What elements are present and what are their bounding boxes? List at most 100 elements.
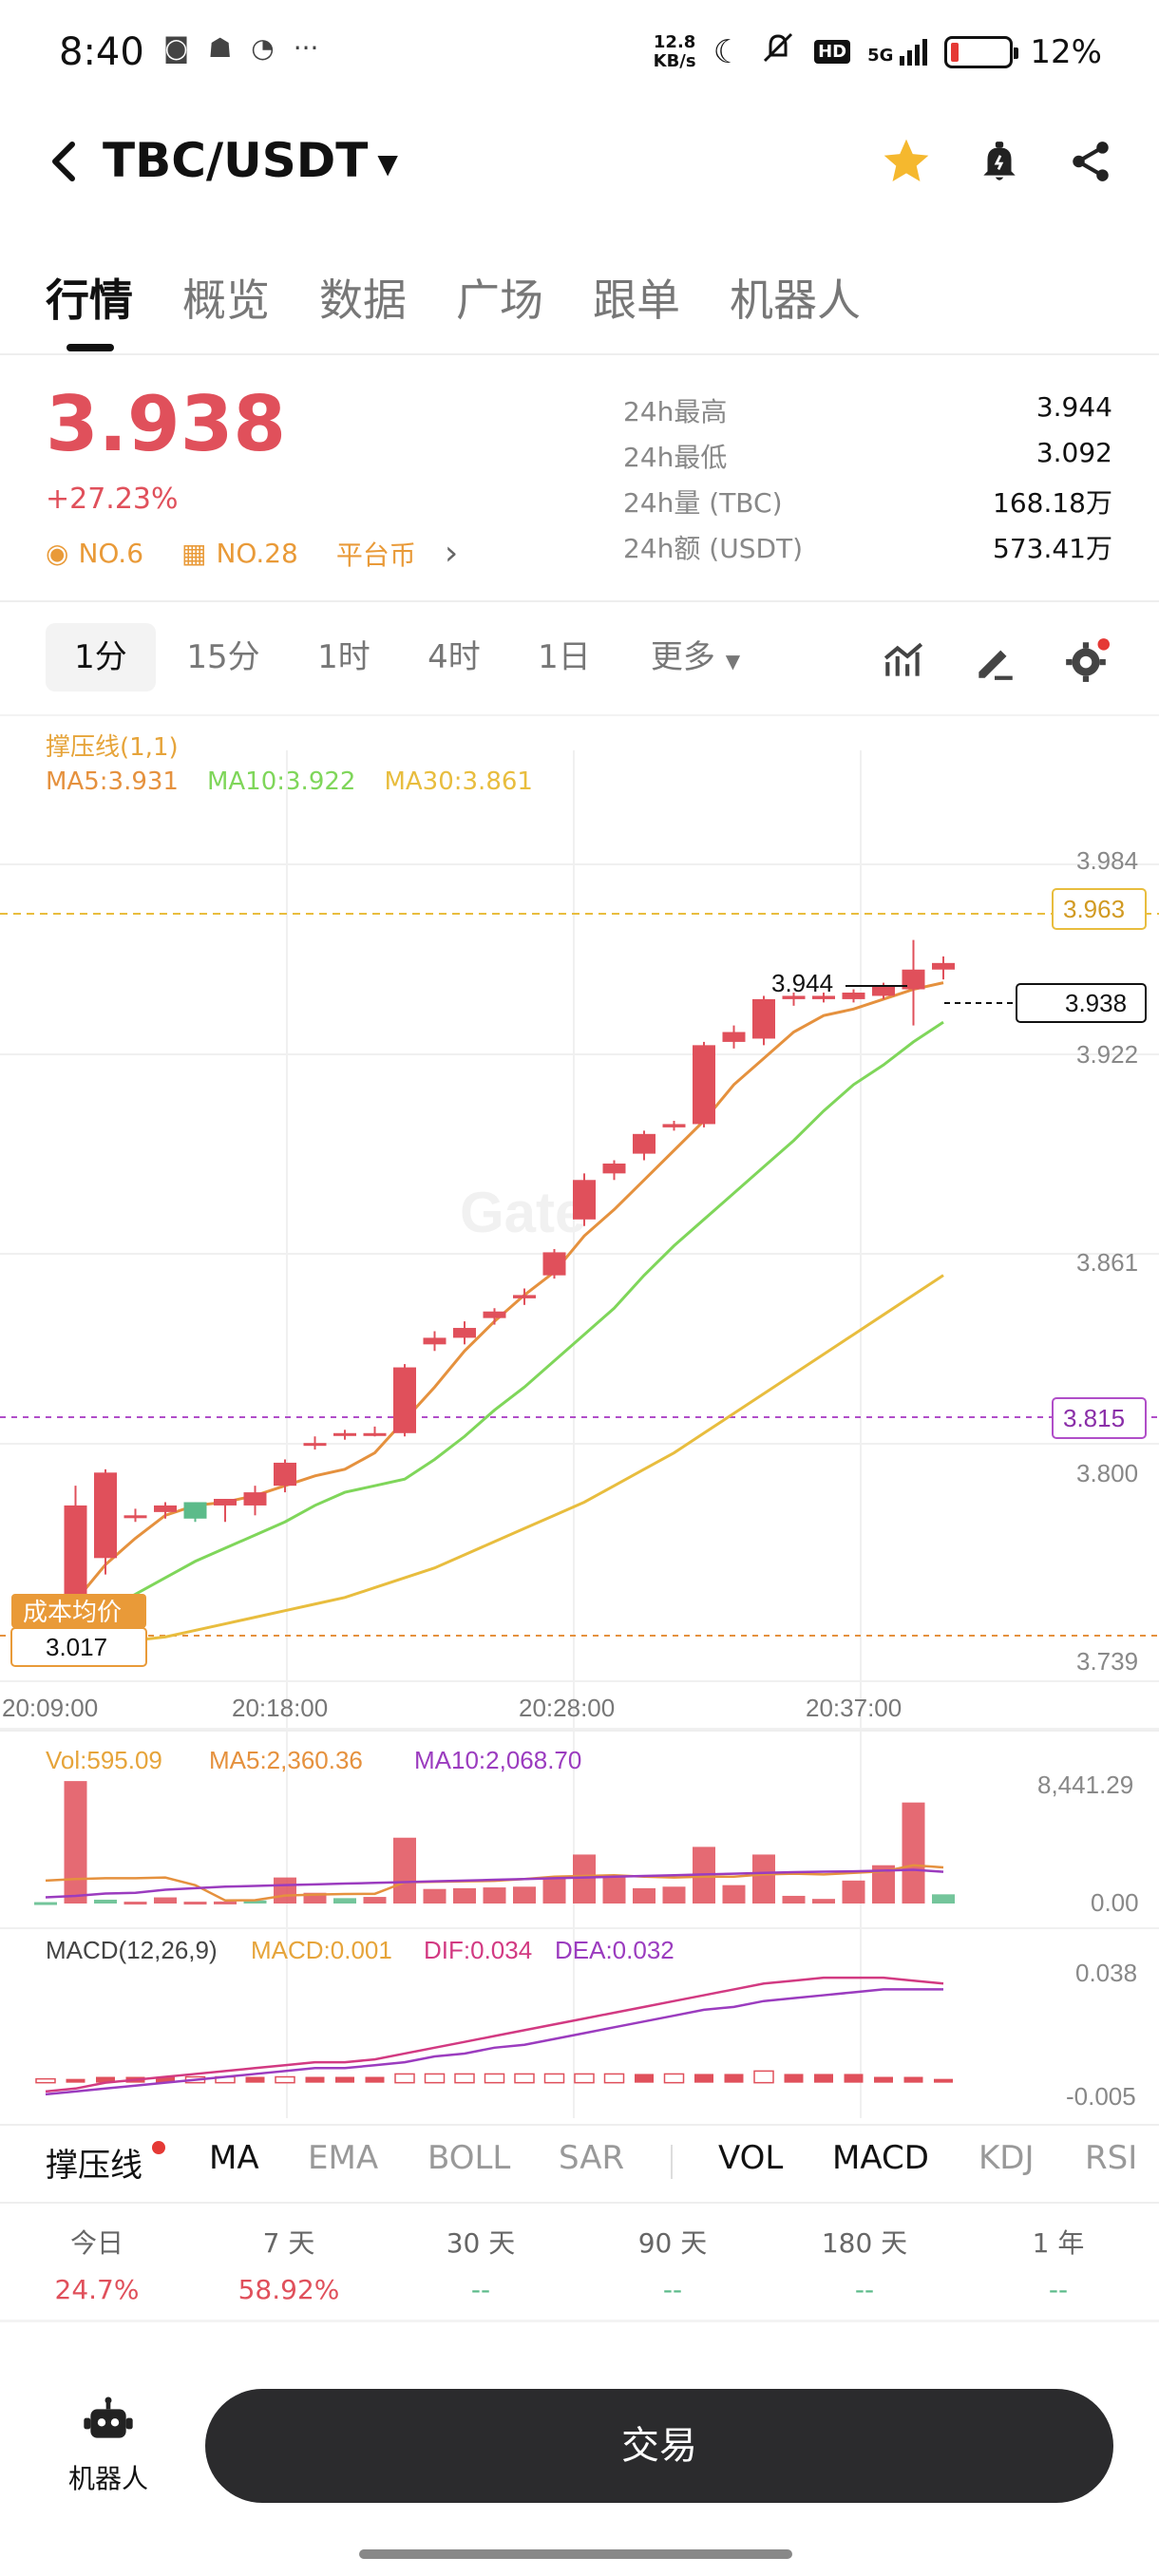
sr-legend[interactable]: 撑压线(1,1) xyxy=(46,733,179,762)
macd-bar xyxy=(874,2076,893,2083)
candle xyxy=(662,1124,686,1127)
volume-bar xyxy=(932,1894,955,1904)
candle xyxy=(214,1499,237,1506)
vol-ma10-line xyxy=(45,1868,944,1899)
tab-market[interactable]: 行情 xyxy=(46,275,133,326)
volume-bar xyxy=(94,1899,117,1904)
volume-bar xyxy=(722,1885,746,1904)
indicator-sar[interactable]: SAR xyxy=(559,2139,625,2177)
x-tick: 20:18:00 xyxy=(232,1694,328,1722)
volume-bar xyxy=(154,1897,177,1904)
vol-ma5-legend: MA5:2,360.36 xyxy=(209,1746,363,1774)
volume-bar xyxy=(782,1895,806,1904)
watermark: Gate xyxy=(460,1181,586,1244)
indicator-ema[interactable]: EMA xyxy=(308,2139,379,2177)
macd-bar xyxy=(903,2076,923,2083)
volume-bar xyxy=(214,1901,237,1904)
timeframe-1d[interactable]: 1日 xyxy=(538,638,591,676)
vol-y-max: 8,441.29 xyxy=(1037,1771,1133,1799)
volume-bars xyxy=(34,1781,955,1905)
indicator-vol[interactable]: VOL xyxy=(718,2139,784,2177)
candle xyxy=(94,1472,117,1559)
indicator-kdj[interactable]: KDJ xyxy=(978,2139,1035,2177)
net-speed-unit: KB/s xyxy=(653,50,696,71)
tab-robot[interactable]: 机器人 xyxy=(730,275,861,326)
star-icon[interactable] xyxy=(876,131,937,192)
indicator-ma[interactable]: MA xyxy=(209,2139,259,2177)
macd-bar xyxy=(603,2073,625,2084)
dif-line xyxy=(45,1976,944,2093)
perf-90d: 90 天 -- xyxy=(578,2223,768,2305)
perf-value: -- xyxy=(854,2274,875,2305)
volume-bar xyxy=(243,1900,267,1904)
candle xyxy=(782,995,806,999)
perf-label: 90 天 xyxy=(637,2227,708,2259)
alert-bell-icon[interactable] xyxy=(969,131,1030,192)
tab-square[interactable]: 广场 xyxy=(456,275,543,326)
cost-average-tag[interactable]: 成本均价 3.017 xyxy=(10,1594,147,1667)
macd-bar xyxy=(814,2074,833,2083)
macd-bar xyxy=(514,2073,535,2084)
support-tag[interactable]: 3.815 xyxy=(1052,1397,1147,1439)
pair-selector[interactable]: TBC/USDT ▼ xyxy=(103,133,398,188)
tab-copy-trading[interactable]: 跟单 xyxy=(593,275,680,326)
battery-level: 12% xyxy=(1030,32,1102,71)
candle xyxy=(483,1311,506,1318)
timeframe-4h[interactable]: 4时 xyxy=(428,638,481,676)
sector-rank-value: NO.28 xyxy=(216,538,298,569)
rank-coin-icon: ◉ xyxy=(46,538,69,569)
divider xyxy=(0,714,1159,716)
resistance-tag[interactable]: 3.963 xyxy=(1052,888,1147,930)
volume-bar xyxy=(902,1802,925,1904)
macd-y-min: -0.005 xyxy=(1066,2082,1136,2111)
timeframe-more[interactable]: 更多 ▼ xyxy=(638,623,752,691)
perf-value: 58.92% xyxy=(238,2274,340,2305)
settings-gear-icon[interactable] xyxy=(1062,636,1110,684)
macd-value: MACD:0.001 xyxy=(251,1936,392,1964)
perf-180d: 180 天 -- xyxy=(770,2223,960,2305)
indicator-macd[interactable]: MACD xyxy=(832,2139,929,2177)
category-link[interactable]: 平台币 xyxy=(336,535,416,573)
indicator-sr[interactable]: 撑压线 xyxy=(46,2147,142,2185)
candle xyxy=(722,1032,746,1042)
volume-bar xyxy=(812,1899,835,1904)
dea-value: DEA:0.032 xyxy=(555,1936,674,1964)
tab-overview[interactable]: 概览 xyxy=(182,275,270,326)
macd-bar xyxy=(156,2076,175,2083)
macd-legend: MACD(12,26,9) MACD:0.001 DIF:0.034 DEA:0… xyxy=(46,1936,674,1964)
timeframe-1m[interactable]: 1分 xyxy=(46,623,156,691)
chevron-right-icon[interactable]: › xyxy=(444,534,459,573)
volume-bar xyxy=(393,1837,416,1904)
bottom-bar: 机器人 交易 xyxy=(0,2346,1159,2576)
indicator-icon[interactable] xyxy=(880,636,927,684)
timeframe-15m[interactable]: 15分 xyxy=(186,638,260,676)
active-tab-indicator xyxy=(66,344,114,351)
macd-bar xyxy=(245,2076,265,2083)
y-tick: 3.922 xyxy=(1076,1040,1138,1069)
timeframe-1h[interactable]: 1时 xyxy=(317,638,370,676)
robot-button[interactable]: 机器人 xyxy=(59,2394,158,2496)
candle xyxy=(303,1443,327,1447)
kline-chart[interactable]: Gate 3.944 3.963 3.938 3.815 成本均价 3.017 … xyxy=(0,722,1159,2118)
timeframe-bar: 1分 15分 1时 4时 1日 更多 ▼ xyxy=(0,623,1159,699)
last-price: 3.938 xyxy=(46,380,287,468)
stat-value: 3.092 xyxy=(1036,437,1112,468)
dea-line xyxy=(45,1988,943,2096)
volume-bar xyxy=(633,1887,656,1904)
share-icon[interactable] xyxy=(1060,131,1121,192)
divider xyxy=(0,353,1159,355)
candle xyxy=(513,1295,536,1298)
y-tick: 3.984 xyxy=(1076,846,1138,875)
candle xyxy=(932,962,955,970)
candle xyxy=(124,1515,147,1519)
back-icon[interactable] xyxy=(46,135,84,198)
indicator-rsi[interactable]: RSI xyxy=(1085,2139,1138,2177)
tab-data[interactable]: 数据 xyxy=(319,275,407,326)
indicator-boll[interactable]: BOLL xyxy=(428,2139,511,2177)
candle xyxy=(183,1502,207,1519)
dif-value: DIF:0.034 xyxy=(424,1936,532,1964)
trade-button[interactable]: 交易 xyxy=(205,2389,1113,2503)
draw-pencil-icon[interactable] xyxy=(971,636,1018,684)
sector-rank-badge[interactable]: ▦ NO.28 xyxy=(181,538,298,569)
rank-badge[interactable]: ◉ NO.6 xyxy=(46,538,143,569)
